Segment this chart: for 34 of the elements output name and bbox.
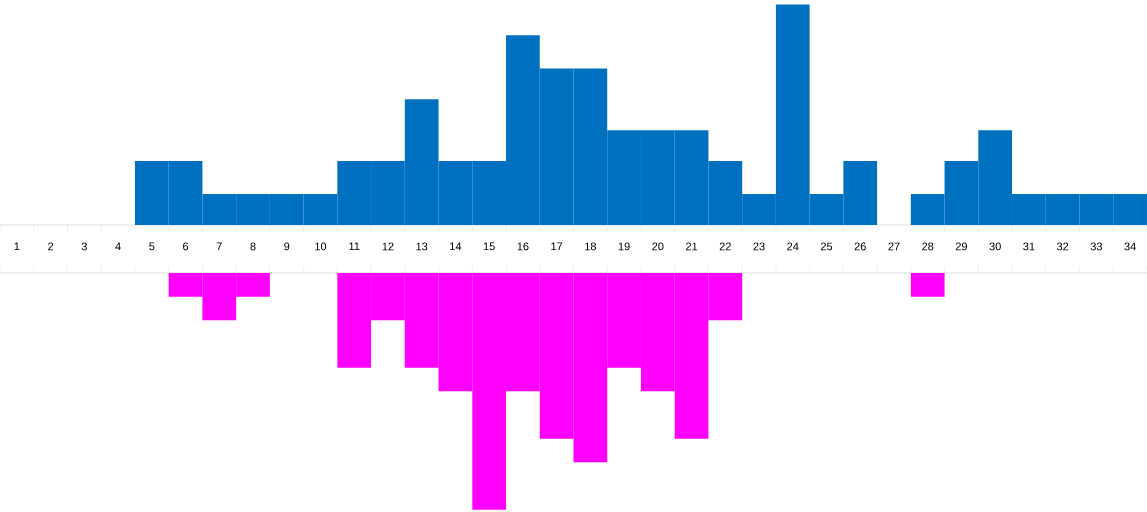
x-tick-label: 33 [1090, 242, 1102, 251]
x-tick-label: 7 [216, 242, 222, 251]
x-tick-label: 10 [315, 242, 327, 251]
x-tick-label: 20 [652, 242, 664, 251]
x-tick-label: 5 [149, 242, 155, 251]
x-tick-label: 27 [888, 242, 900, 251]
x-tick-label: 4 [115, 242, 121, 251]
x-tick-label: 28 [922, 242, 934, 251]
x-tick-label: 25 [820, 242, 833, 251]
x-tick-label: 17 [551, 242, 563, 251]
x-tick-label: 32 [1056, 242, 1069, 251]
x-tick-label: 31 [1023, 242, 1035, 251]
x-tick-label: 22 [719, 242, 731, 251]
x-tick-label: 18 [585, 242, 596, 251]
x-tick-label: 8 [250, 242, 256, 251]
x-tick-label: 1 [14, 242, 20, 251]
x-tick-label: 24 [787, 242, 799, 251]
x-tick-label: 16 [517, 242, 529, 251]
x-tick-label: 26 [854, 242, 866, 251]
x-tick-label: 13 [416, 242, 428, 251]
x-tick-label: 15 [483, 242, 495, 251]
x-tick-label: 19 [618, 242, 630, 251]
x-tick-label: 9 [284, 242, 290, 251]
x-tick-label: 30 [989, 242, 1001, 251]
x-tick-label: 21 [685, 242, 698, 251]
x-tick-label: 34 [1124, 242, 1136, 251]
x-tick-label: 12 [382, 242, 394, 251]
x-tick-label: 6 [183, 242, 189, 251]
x-tick-label: 2 [48, 242, 54, 251]
x-tick-label: 3 [81, 242, 87, 251]
x-tick-label: 29 [955, 242, 968, 251]
x-tick-label: 23 [753, 242, 765, 251]
x-tick-label: 11 [349, 242, 360, 251]
x-tick-label: 14 [450, 242, 462, 251]
